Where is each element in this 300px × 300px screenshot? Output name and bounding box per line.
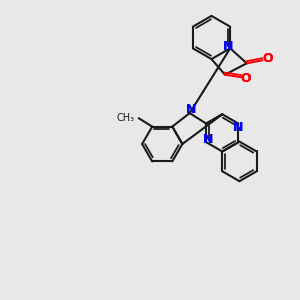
Text: N: N (223, 40, 233, 53)
Text: N: N (233, 121, 244, 134)
Text: CH₃: CH₃ (117, 113, 135, 123)
Text: N: N (202, 133, 213, 146)
Text: O: O (241, 72, 251, 85)
Text: O: O (241, 72, 251, 85)
Text: N: N (233, 121, 244, 134)
Text: N: N (223, 40, 233, 53)
Text: O: O (262, 52, 273, 65)
Text: N: N (186, 103, 196, 116)
Text: O: O (262, 52, 273, 65)
Text: N: N (202, 133, 213, 146)
Text: N: N (186, 103, 196, 116)
